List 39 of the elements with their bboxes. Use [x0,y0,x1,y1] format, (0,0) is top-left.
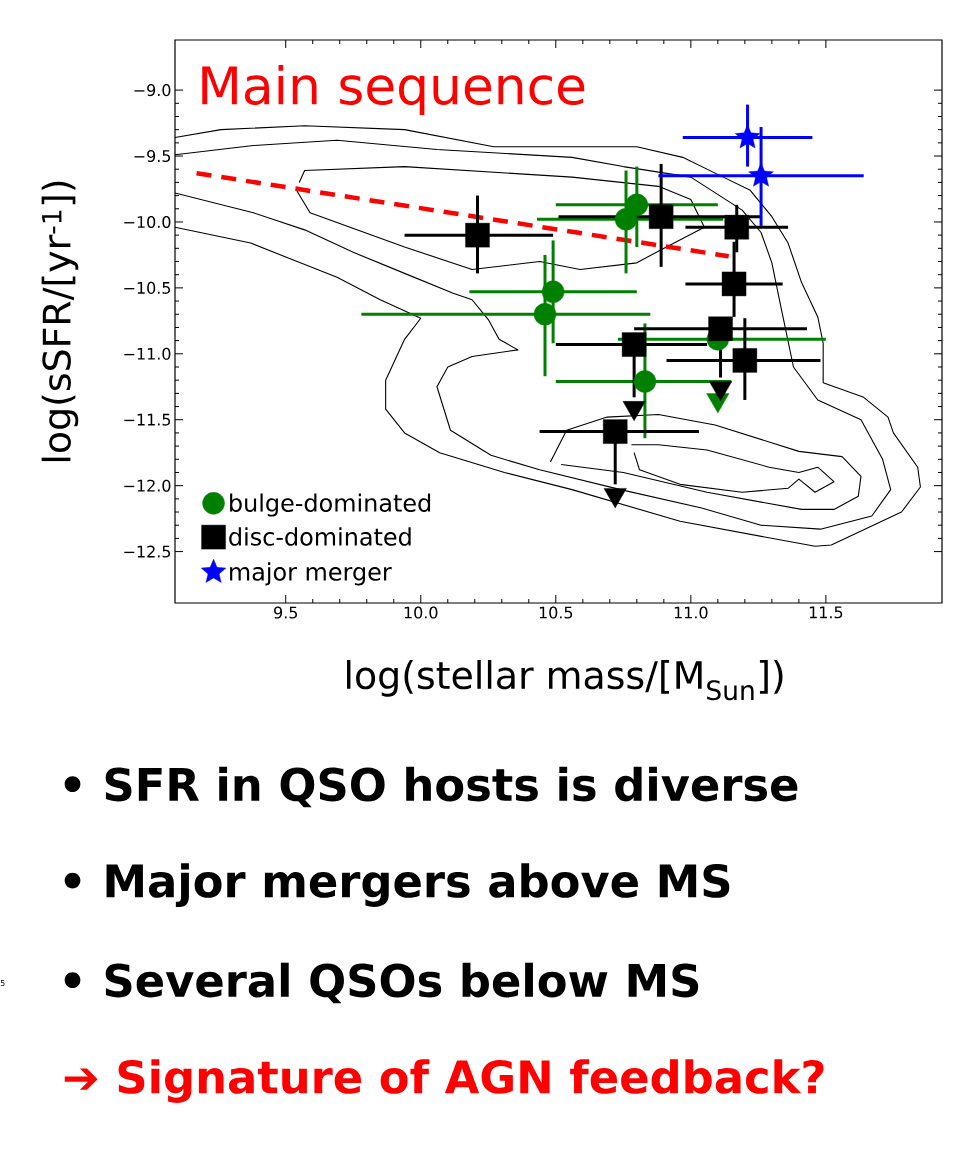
point [465,222,490,248]
y-tick-label: −10.5 [124,281,171,294]
point [732,348,758,373]
point [533,303,557,326]
x-tick-label: 11.0 [674,606,708,619]
point [724,215,749,240]
annotation: Main sequence [202,64,585,116]
text: • Major mergers above MS [64,863,730,907]
x-axis-title: log(stellar mass/[M$_{Sun}$]) [347,660,783,701]
point [541,280,565,304]
y-tick-label: −12.0 [124,479,171,492]
text: ➔ Signature of AGN feedback? [64,1059,824,1103]
x-tick-label: 11.5 [809,606,843,619]
point [648,204,674,229]
y-axis-title: log(sSFR/[yr$^{-1}$]) [41,181,79,462]
legend-label: disc-dominated [229,527,411,546]
text: • SFR in QSO hosts is diverse [64,766,798,808]
x-tick-label: 10.0 [404,606,438,619]
point [708,316,733,341]
line-series [630,444,835,493]
text: • Several QSOs below MS [64,962,699,1004]
legend-label: major merger [230,562,392,586]
y-tick-label: −10.0 [124,215,171,228]
x-tick-label: 9.5 [274,606,298,619]
y-tick-label: −11.5 [124,413,171,426]
point [633,370,657,393]
legend-label: bulge-dominated [230,493,431,517]
y-tick-label: −9.0 [134,84,171,97]
x-tick-label: 10.5 [539,606,573,619]
point [621,332,647,357]
point [614,208,638,231]
y-tick-label: −12.5 [124,545,171,558]
point [603,419,628,444]
y-tick-label: −9.5 [134,150,171,163]
point [735,124,761,149]
point [748,162,774,187]
y-tick-label: −11.0 [124,347,171,360]
point [625,193,649,217]
point [721,271,747,297]
